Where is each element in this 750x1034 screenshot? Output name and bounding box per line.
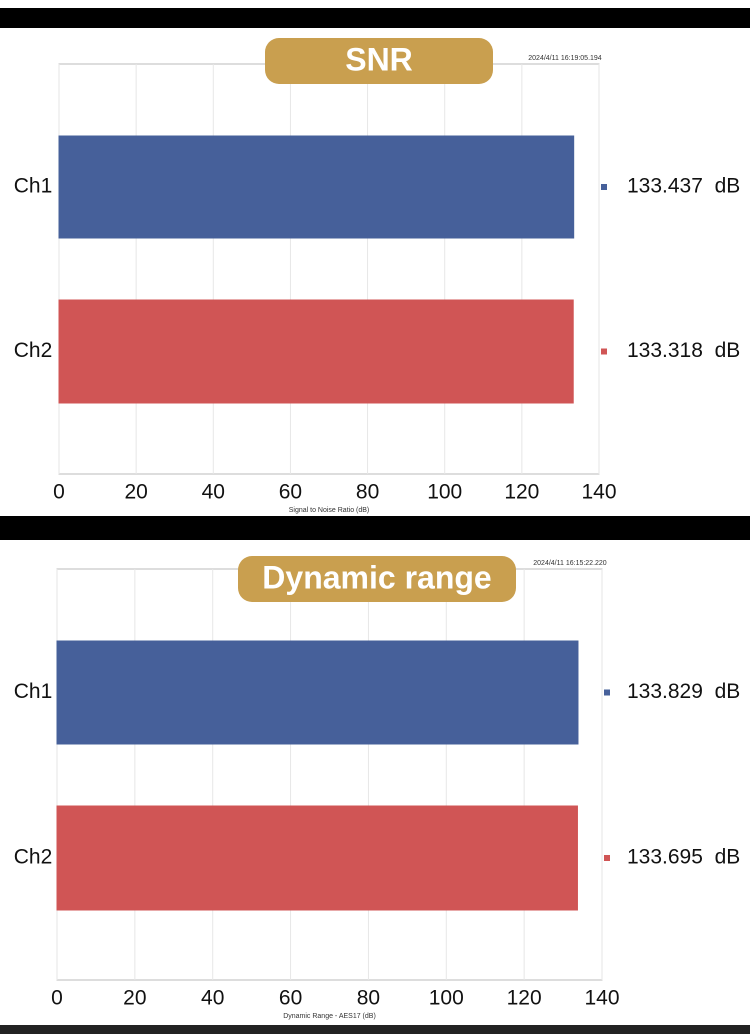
timestamp: 2024/4/11 16:19:05.194: [528, 55, 602, 62]
y-tick-label: Ch2: [14, 339, 53, 362]
plot-area: [56, 568, 603, 981]
bar: [56, 640, 579, 745]
value-label: 133.829 dB: [627, 680, 740, 703]
y-tick-label: Ch1: [14, 175, 53, 198]
x-axis-label: Signal to Noise Ratio (dB): [289, 507, 370, 514]
x-tick-label: 0: [53, 481, 65, 504]
chart-title: SNR: [345, 41, 413, 77]
title-badge: [238, 556, 516, 602]
plot-area: [58, 63, 600, 475]
x-tick-label: 20: [123, 987, 146, 1010]
x-tick-label: 80: [356, 481, 379, 504]
x-tick-label: 60: [279, 987, 302, 1010]
chart-title: Dynamic range: [262, 559, 491, 595]
title-badge: [265, 38, 493, 84]
value-label: 133.318 dB: [627, 339, 740, 362]
x-tick-label: 140: [581, 481, 616, 504]
timestamp: 2024/4/11 16:15:22.220: [533, 560, 607, 567]
x-tick-label: 20: [124, 481, 147, 504]
bar: [58, 299, 574, 404]
x-tick-label: 120: [507, 987, 542, 1010]
value-label: 133.437 dB: [627, 175, 740, 198]
x-tick-label: 40: [202, 481, 225, 504]
bar: [58, 135, 575, 239]
y-tick-label: Ch1: [14, 680, 53, 703]
x-tick-label: 40: [201, 987, 224, 1010]
y-tick-label: Ch2: [14, 846, 53, 869]
x-tick-label: 100: [429, 987, 464, 1010]
legend-marker: [601, 348, 607, 355]
bar: [56, 805, 578, 911]
x-tick-label: 120: [504, 481, 539, 504]
x-tick-label: 60: [279, 481, 302, 504]
legend-marker: [601, 184, 607, 190]
value-label: 133.695 dB: [627, 846, 740, 869]
x-tick-label: 80: [357, 987, 380, 1010]
x-tick-label: 0: [51, 987, 63, 1010]
separator: [0, 8, 750, 28]
x-tick-label: 140: [584, 987, 619, 1010]
legend-marker: [604, 855, 610, 861]
x-tick-label: 100: [427, 481, 462, 504]
separator: [0, 516, 750, 540]
x-axis-label: Dynamic Range - AES17 (dB): [283, 1013, 376, 1020]
separator: [0, 1025, 750, 1034]
legend-marker: [604, 689, 610, 696]
